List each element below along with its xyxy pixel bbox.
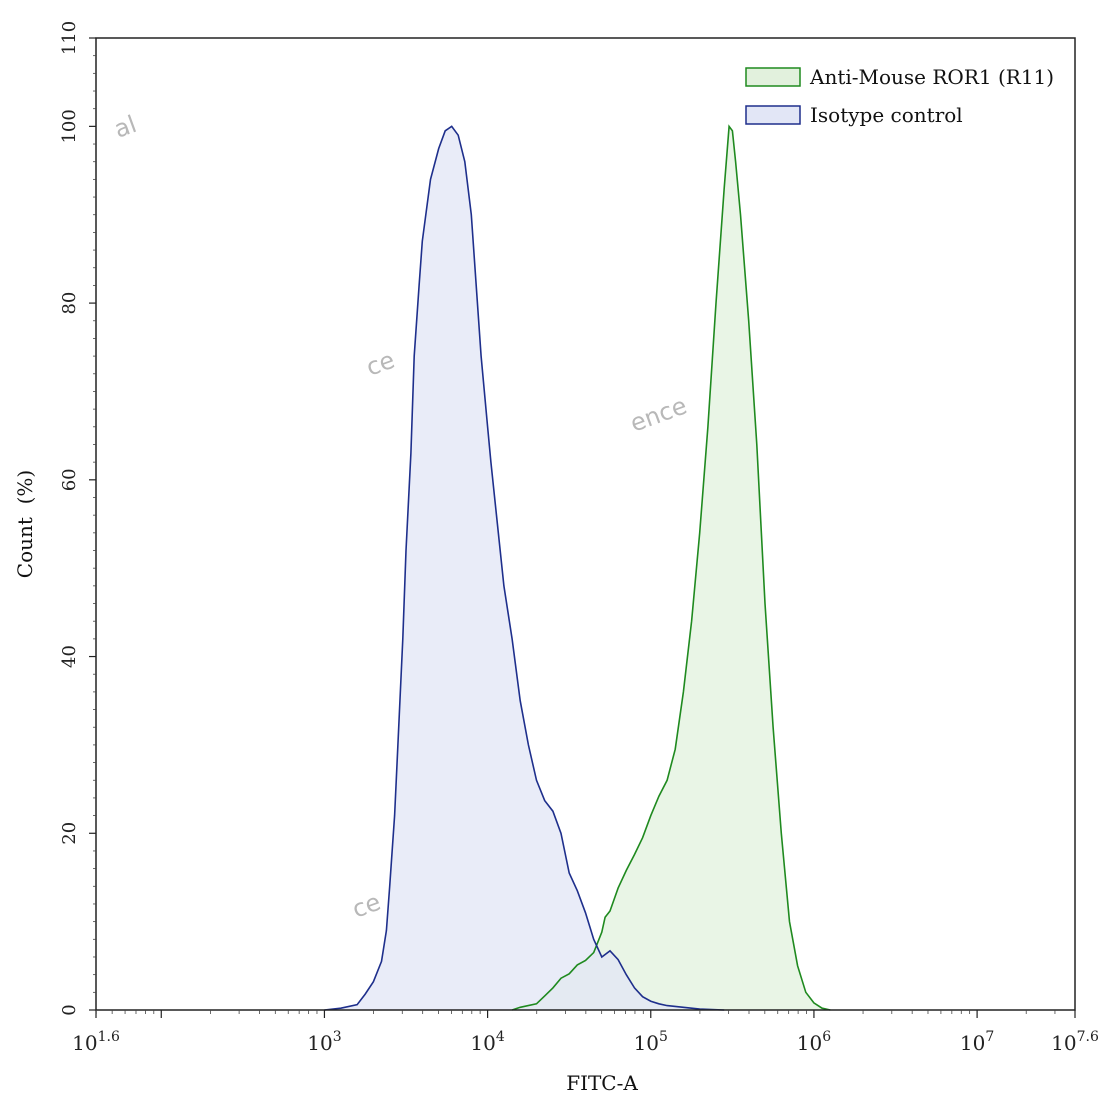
x-tick-label: 103 [307, 1029, 341, 1055]
y-tick-label: 80 [59, 292, 80, 315]
y-tick-label: 0 [59, 1004, 80, 1015]
y-tick-label: 20 [59, 822, 80, 845]
y-axis-label: Count (%) [13, 470, 37, 578]
x-tick-label: 107 [960, 1029, 994, 1055]
y-tick-label: 100 [59, 109, 80, 143]
watermark-text: al [110, 110, 140, 144]
watermark-text: ce [348, 888, 384, 924]
y-tick-label: 40 [59, 645, 80, 668]
x-tick-label: 107.6 [1051, 1029, 1099, 1055]
legend: Anti-Mouse ROR1 (R11) Isotype control [746, 65, 1054, 127]
watermark-text: ence [626, 392, 690, 438]
legend-swatch-isotype [746, 106, 800, 124]
x-tick-label: 104 [470, 1029, 504, 1055]
x-axis: 101.6 103 104 105 106 107 107.6 [72, 1010, 1099, 1055]
y-tick-label: 60 [59, 468, 80, 491]
x-tick-label: 101.6 [72, 1029, 120, 1055]
watermark-text: ce [362, 346, 398, 382]
legend-label-isotype: Isotype control [810, 103, 963, 127]
legend-label-ror1: Anti-Mouse ROR1 (R11) [809, 65, 1054, 89]
y-axis: 0 20 40 60 80 100 110 [59, 21, 96, 1016]
x-tick-label: 106 [797, 1029, 831, 1055]
y-tick-label: 110 [59, 21, 80, 55]
x-axis-label: FITC-A [566, 1071, 638, 1095]
plot-frame [96, 38, 1075, 1010]
legend-swatch-ror1 [746, 68, 800, 86]
x-tick-label: 105 [634, 1029, 668, 1055]
series-fills [324, 126, 830, 1010]
